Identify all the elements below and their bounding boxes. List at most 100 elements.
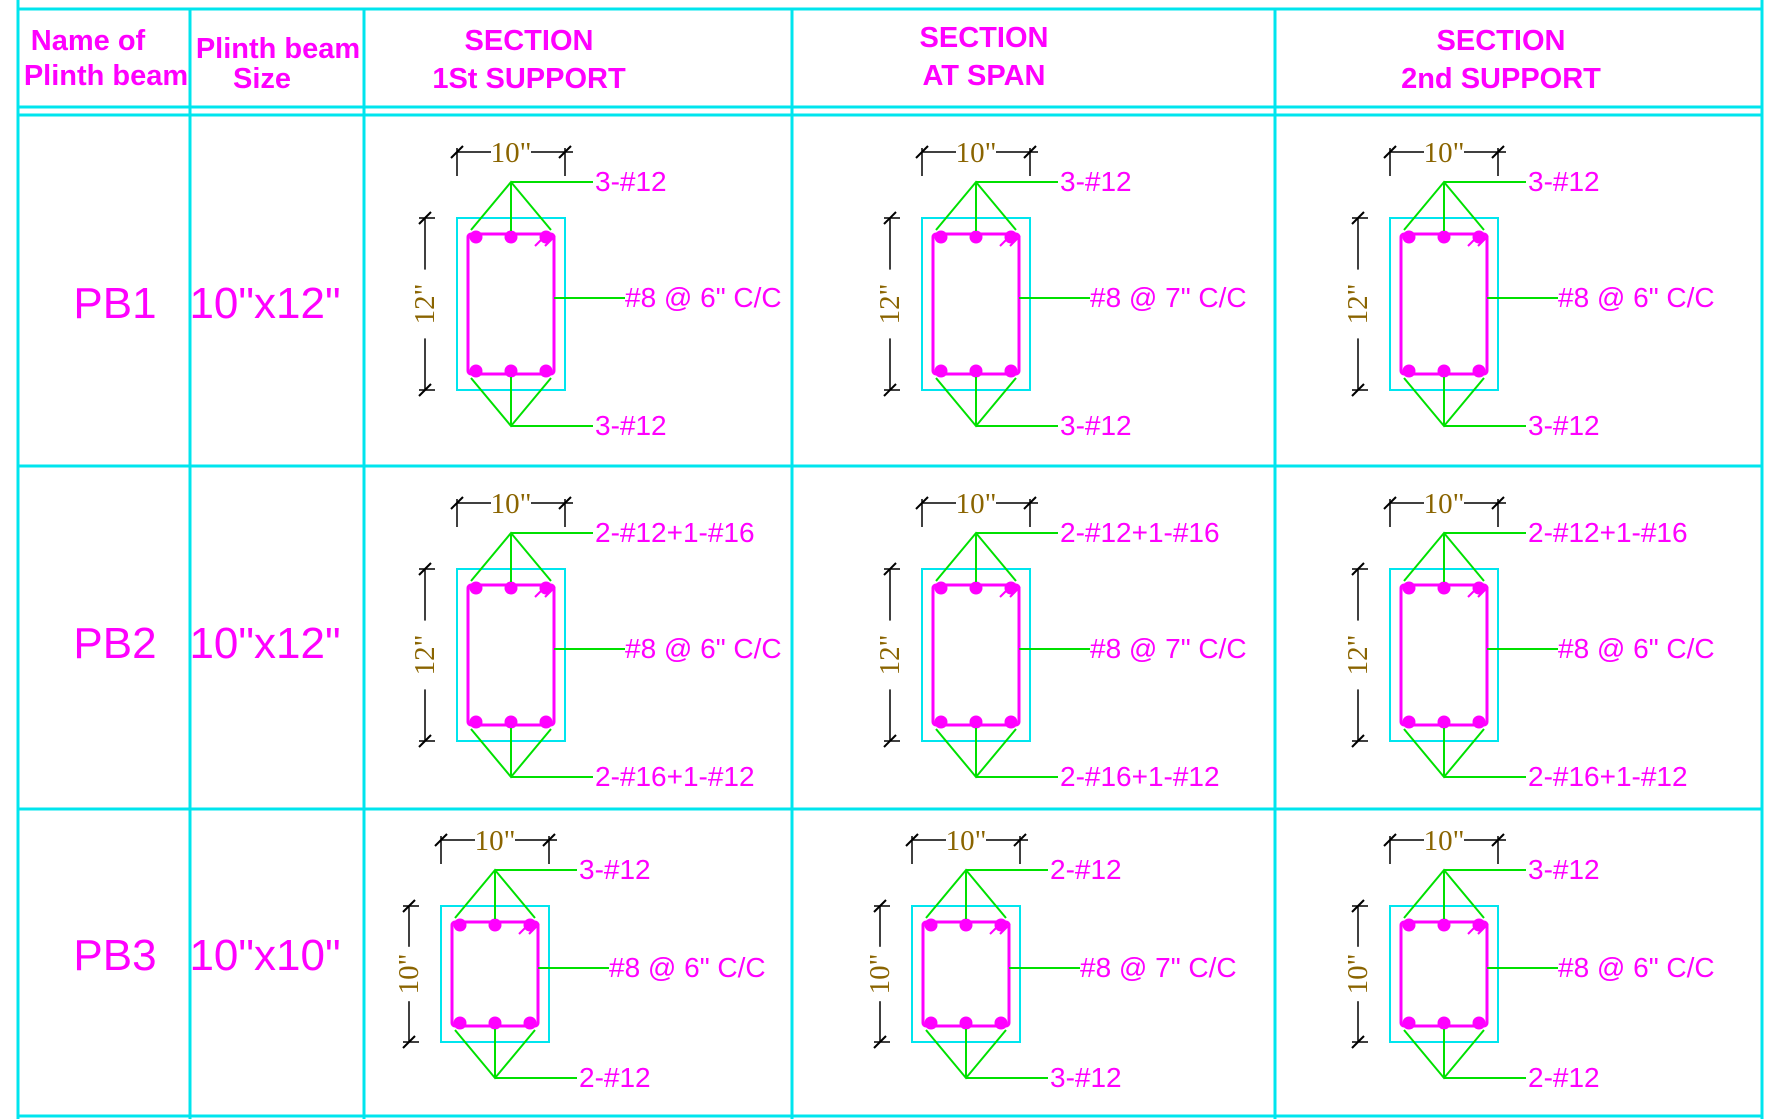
dimension-tick	[1351, 211, 1365, 225]
top-bar	[469, 230, 483, 244]
bottom-bar	[453, 1016, 467, 1030]
header-section3-line1: SECTION	[1437, 25, 1566, 57]
dimension-tick	[905, 833, 919, 847]
bottom-bar	[924, 1016, 938, 1030]
dimension-tick	[1023, 145, 1037, 159]
top-bar-label: 3-#12	[1528, 166, 1600, 197]
bottom-bar-label: 3-#12	[1050, 1062, 1122, 1093]
dimension-tick	[450, 145, 464, 159]
bottom-bar-label: 2-#16+1-#12	[1060, 761, 1220, 792]
stirrup	[450, 920, 540, 1028]
bottom-bar-label: 2-#12	[1528, 1062, 1600, 1093]
section-r2-c1: 2-#12+1-#16 2-#16+1-#12 #8 @ 6" C/C 10" 12"	[409, 488, 782, 792]
top-bar	[453, 918, 467, 932]
dimension-tick	[450, 496, 464, 510]
header-section1-line1: SECTION	[465, 25, 594, 57]
width-dimension-label: 10"	[475, 825, 516, 857]
dimension-tick	[883, 734, 897, 748]
row-name-pb2: PB2	[73, 619, 156, 668]
bottom-bar-label: 3-#12	[595, 410, 667, 441]
top-bar	[1437, 918, 1451, 932]
header-size-line2: Size	[233, 63, 291, 95]
bottom-bar	[1402, 1016, 1416, 1030]
depth-dimension-label: 10"	[864, 954, 896, 995]
stirrup	[921, 920, 1011, 1028]
table-grid	[16, 0, 1764, 1119]
top-bar-label: 2-#12+1-#16	[1060, 517, 1220, 548]
top-bar	[469, 581, 483, 595]
dimension-tick	[418, 383, 432, 397]
header-name-line1: Name of	[31, 25, 146, 57]
width-dimension-label: 10"	[1424, 488, 1465, 520]
section-r3-c3: 3-#12 2-#12 #8 @ 6" C/C 10" 10"	[1342, 825, 1715, 1093]
top-bar-label: 2-#12+1-#16	[595, 517, 755, 548]
bottom-bar	[1402, 364, 1416, 378]
width-dimension-label: 10"	[1424, 137, 1465, 169]
row-cells: PB1 10"x12" PB2 10"x12" PB3 10"x10"	[73, 279, 340, 980]
bottom-bar	[1437, 715, 1451, 729]
top-bar	[1004, 581, 1018, 595]
bottom-bar	[1472, 715, 1486, 729]
header-section3-line2: 2nd SUPPORT	[1401, 63, 1601, 95]
width-dimension-label: 10"	[491, 488, 532, 520]
bottom-bar-label: 2-#12	[579, 1062, 651, 1093]
concrete-outline	[921, 217, 1031, 391]
stirrup	[466, 232, 556, 376]
row-size-pb2: 10"x12"	[189, 619, 340, 668]
stirrup-label: #8 @ 7" C/C	[1090, 282, 1247, 313]
stirrup	[1399, 920, 1489, 1028]
dimension-tick	[558, 145, 572, 159]
bottom-bar	[469, 364, 483, 378]
top-bar-label: 3-#12	[1060, 166, 1132, 197]
depth-dimension-label: 12"	[409, 284, 441, 325]
top-bar	[539, 581, 553, 595]
top-bar	[1402, 230, 1416, 244]
header-size-line1: Plinth beam	[196, 33, 360, 65]
stirrup-label: #8 @ 7" C/C	[1080, 952, 1237, 983]
section-r3-c2: 2-#12 3-#12 #8 @ 7" C/C 10" 10"	[864, 825, 1237, 1093]
top-bar-label: 3-#12	[579, 854, 651, 885]
bottom-bar	[1437, 1016, 1451, 1030]
depth-dimension-label: 10"	[393, 954, 425, 995]
depth-dimension-label: 12"	[874, 284, 906, 325]
depth-dimension-label: 12"	[1342, 284, 1374, 325]
bottom-bar	[969, 715, 983, 729]
width-dimension-label: 10"	[956, 488, 997, 520]
dimension-tick	[915, 496, 929, 510]
width-dimension-label: 10"	[956, 137, 997, 169]
width-dimension-label: 10"	[1424, 825, 1465, 857]
dimension-tick	[1351, 1035, 1365, 1049]
width-dimension-label: 10"	[491, 137, 532, 169]
top-bar-label: 2-#12+1-#16	[1528, 517, 1688, 548]
top-bar-label: 2-#12	[1050, 854, 1122, 885]
dimension-tick	[1491, 145, 1505, 159]
dimension-tick	[915, 145, 929, 159]
header-section1-line2: 1St SUPPORT	[432, 63, 626, 95]
concrete-outline	[456, 217, 566, 391]
dimension-tick	[1351, 734, 1365, 748]
top-bar	[1437, 230, 1451, 244]
bottom-bar-label: 2-#16+1-#12	[595, 761, 755, 792]
width-dimension-label: 10"	[946, 825, 987, 857]
bottom-bar	[959, 1016, 973, 1030]
bottom-bar-label: 3-#12	[1060, 410, 1132, 441]
row-name-pb3: PB3	[73, 931, 156, 980]
top-bar	[1472, 230, 1486, 244]
dimension-tick	[1351, 383, 1365, 397]
bottom-bar	[934, 364, 948, 378]
top-bar	[1402, 918, 1416, 932]
section-r1-c3: 3-#12 3-#12 #8 @ 6" C/C 10" 12"	[1342, 137, 1715, 441]
dimension-tick	[542, 833, 556, 847]
top-bar	[1472, 581, 1486, 595]
bottom-bar	[1402, 715, 1416, 729]
top-bar	[504, 230, 518, 244]
depth-dimension-label: 12"	[409, 635, 441, 676]
bottom-bar	[469, 715, 483, 729]
dimension-tick	[1491, 496, 1505, 510]
bottom-bar	[504, 715, 518, 729]
stirrup-label: #8 @ 6" C/C	[1558, 282, 1715, 313]
dimension-tick	[418, 734, 432, 748]
bottom-bar-label: 3-#12	[1528, 410, 1600, 441]
